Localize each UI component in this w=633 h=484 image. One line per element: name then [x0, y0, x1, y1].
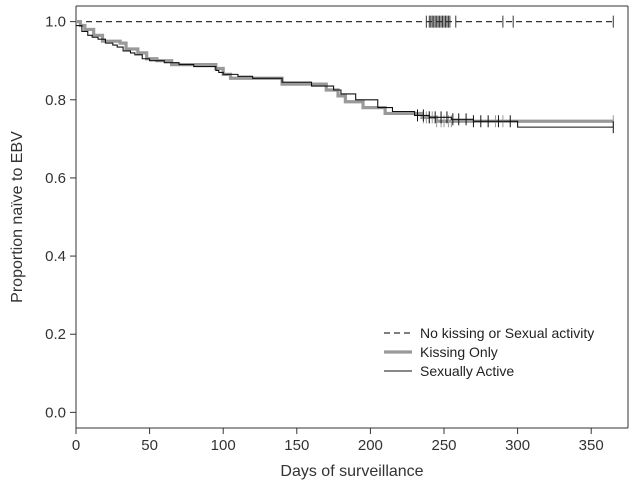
legend-label: No kissing or Sexual activity — [420, 325, 594, 341]
legend-label: Kissing Only — [420, 344, 498, 360]
legend-item: No kissing or Sexual activity — [384, 325, 594, 341]
x-tick-label: 200 — [358, 437, 383, 454]
series-sexually-active — [76, 24, 614, 134]
x-tick-label: 0 — [72, 437, 80, 454]
y-tick-label: 0.6 — [45, 170, 66, 187]
x-tick-label: 50 — [141, 437, 158, 454]
y-ticks: 0.0 0.2 0.4 0.6 0.8 1.0 — [45, 14, 76, 421]
legend: No kissing or Sexual activity Kissing Onl… — [384, 325, 594, 379]
axes: 0 50 100 150 200 250 300 350 0.0 0.2 0.4 0.6 0.8 1.0 — [45, 5, 629, 454]
legend-item: Kissing Only — [384, 344, 498, 360]
x-tick-label: 250 — [431, 437, 456, 454]
x-axis-label: Days of surveillance — [280, 463, 423, 480]
y-tick-label: 0.4 — [45, 248, 66, 265]
y-tick-label: 1.0 — [45, 14, 66, 31]
x-tick-label: 150 — [284, 437, 309, 454]
y-tick-label: 0.0 — [45, 404, 66, 421]
survival-curve — [76, 24, 614, 128]
x-tick-label: 100 — [211, 437, 236, 454]
x-tick-label: 350 — [579, 437, 604, 454]
survival-curve — [76, 20, 614, 123]
series-no-kissing-or-sexual-activity — [76, 15, 614, 28]
y-tick-label: 0.8 — [45, 92, 66, 109]
legend-label: Sexually Active — [420, 363, 514, 379]
series-kissing-only — [76, 20, 614, 128]
y-tick-label: 0.2 — [45, 326, 66, 343]
y-axis-label: Proportion naïve to EBV — [9, 131, 26, 303]
series-layer — [76, 15, 614, 134]
x-tick-label: 300 — [505, 437, 530, 454]
x-ticks: 0 50 100 150 200 250 300 350 — [72, 428, 604, 454]
legend-item: Sexually Active — [384, 363, 514, 379]
